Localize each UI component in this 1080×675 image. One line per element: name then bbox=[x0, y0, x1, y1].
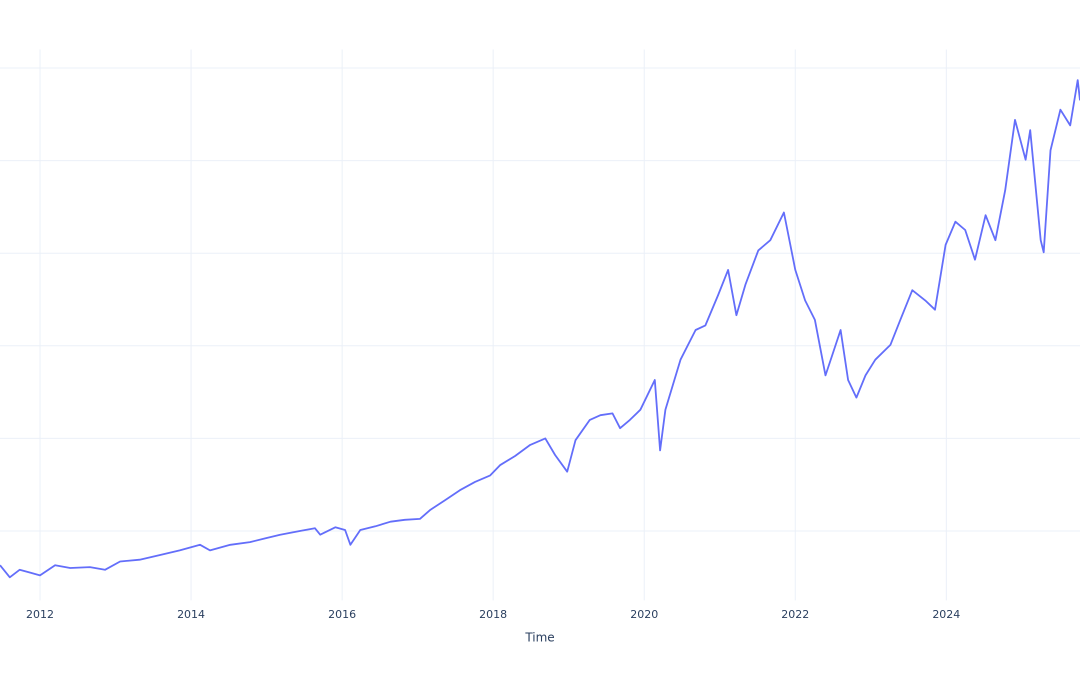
x-tick-label: 2024 bbox=[932, 608, 960, 621]
x-axis-label: Time bbox=[524, 631, 554, 645]
line bbox=[0, 79, 1080, 579]
x-tick-label: 2018 bbox=[479, 608, 507, 621]
x-tick-label: 2014 bbox=[177, 608, 205, 621]
x-tick-label: 2012 bbox=[26, 608, 54, 621]
x-tick-label: 2020 bbox=[630, 608, 658, 621]
x-tick-label: 2022 bbox=[781, 608, 809, 621]
x-tick-label: 2016 bbox=[328, 608, 356, 621]
